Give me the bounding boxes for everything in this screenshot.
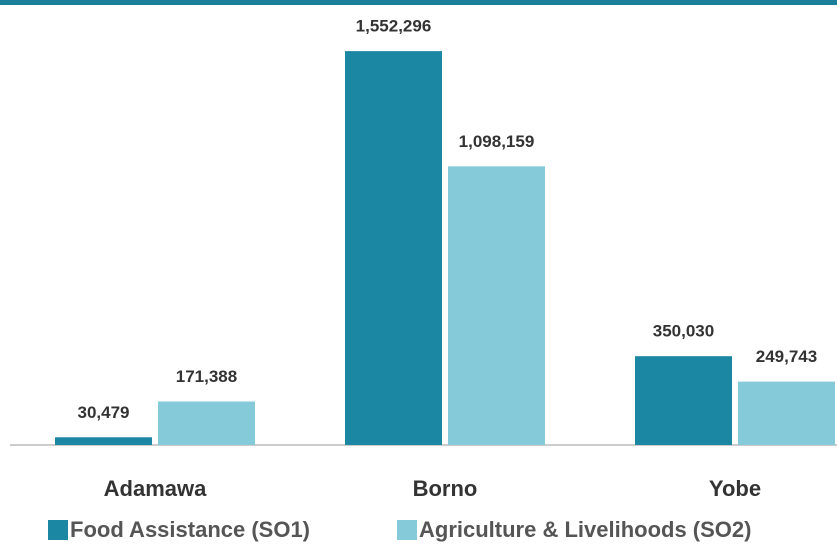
x-tick-label: Borno <box>413 476 478 501</box>
data-label: 171,388 <box>176 367 237 386</box>
data-label: 350,030 <box>653 322 714 341</box>
top-strip <box>0 0 837 5</box>
data-label: 30,479 <box>78 403 130 422</box>
data-label: 1,552,296 <box>356 17 432 36</box>
bar <box>448 166 545 445</box>
legend-label: Agriculture & Livelihoods (SO2) <box>419 517 751 542</box>
legend-swatch <box>397 520 417 540</box>
bar <box>55 437 152 445</box>
x-tick-label: Adamawa <box>104 476 207 501</box>
x-tick-label: Yobe <box>709 476 761 501</box>
data-label: 249,743 <box>756 347 817 366</box>
bar <box>738 381 835 445</box>
legend-label: Food Assistance (SO1) <box>70 517 310 542</box>
bar <box>158 401 255 445</box>
data-label: 1,098,159 <box>459 132 535 151</box>
legend-swatch <box>48 520 68 540</box>
bar <box>635 356 732 445</box>
bar <box>345 51 442 445</box>
